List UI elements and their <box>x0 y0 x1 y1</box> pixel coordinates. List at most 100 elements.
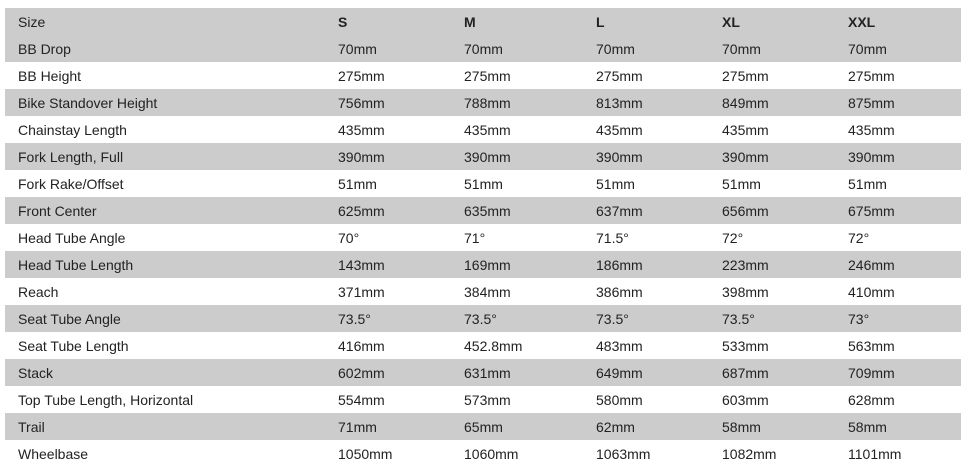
cell-m: 70mm <box>464 40 503 57</box>
row-label: Head Tube Length <box>18 256 134 273</box>
cell-m: 573mm <box>464 391 511 408</box>
header-m: M <box>464 13 476 30</box>
cell-s: 756mm <box>338 94 385 111</box>
table-row: Head Tube Length 143mm 169mm 186mm 223mm 246m… <box>5 251 961 278</box>
cell-m: 65mm <box>464 418 503 435</box>
row-label: Front Center <box>18 202 97 219</box>
cell-l: 73.5° <box>596 310 629 327</box>
cell-xxl: 73° <box>848 310 870 327</box>
cell-m: 631mm <box>464 364 511 381</box>
cell-l: 637mm <box>596 202 643 219</box>
cell-m: 51mm <box>464 175 503 192</box>
row-label: Bike Standover Height <box>18 94 158 111</box>
row-label: Top Tube Length, Horizontal <box>18 391 194 408</box>
cell-xl: 398mm <box>722 283 769 300</box>
cell-m: 275mm <box>464 67 511 84</box>
table-row: Seat Tube Length 416mm 452.8mm 483mm 533mm 56… <box>5 332 961 359</box>
row-label: Fork Rake/Offset <box>18 175 124 192</box>
header-row: Size S M L XL XXL <box>5 8 961 35</box>
cell-xxl: 70mm <box>848 40 887 57</box>
row-label: Wheelbase <box>18 445 89 462</box>
cell-m: 73.5° <box>464 310 497 327</box>
table-row: Fork Rake/Offset 51mm 51mm 51mm 51mm 51mm <box>5 170 961 197</box>
cell-xl: 687mm <box>722 364 769 381</box>
cell-m: 169mm <box>464 256 511 273</box>
table-row: Fork Length, Full 390mm 390mm 390mm 390mm 390… <box>5 143 961 170</box>
header-xl: XL <box>722 13 740 30</box>
geometry-table: Size S M L XL XXL BB Drop 70mm 70mm 70mm 70m… <box>5 8 961 467</box>
row-label: Seat Tube Angle <box>18 310 121 327</box>
row-label: Seat Tube Length <box>18 337 129 354</box>
cell-xxl: 709mm <box>848 364 895 381</box>
cell-m: 452.8mm <box>464 337 523 354</box>
table-row: BB Height 275mm 275mm 275mm 275mm 275mm <box>5 62 961 89</box>
cell-l: 390mm <box>596 148 643 165</box>
cell-s: 554mm <box>338 391 385 408</box>
cell-xxl: 435mm <box>848 121 895 138</box>
cell-s: 143mm <box>338 256 385 273</box>
cell-xl: 849mm <box>722 94 769 111</box>
cell-l: 813mm <box>596 94 643 111</box>
cell-xxl: 628mm <box>848 391 895 408</box>
cell-l: 483mm <box>596 337 643 354</box>
cell-s: 416mm <box>338 337 385 354</box>
cell-s: 435mm <box>338 121 385 138</box>
cell-l: 62mm <box>596 418 635 435</box>
table-row: Stack 602mm 631mm 649mm 687mm 709mm <box>5 359 961 386</box>
row-label: Head Tube Angle <box>18 229 126 246</box>
cell-xxl: 390mm <box>848 148 895 165</box>
row-label: BB Drop <box>18 40 71 57</box>
table-row: BB Drop 70mm 70mm 70mm 70mm 70mm <box>5 35 961 62</box>
cell-s: 51mm <box>338 175 377 192</box>
cell-m: 1060mm <box>464 445 519 462</box>
cell-xl: 435mm <box>722 121 769 138</box>
row-label: Stack <box>18 364 54 381</box>
table-row: Seat Tube Angle 73.5° 73.5° 73.5° 73.5° 73° <box>5 305 961 332</box>
table-row: Bike Standover Height 756mm 788mm 813mm 849m… <box>5 89 961 116</box>
cell-xl: 223mm <box>722 256 769 273</box>
cell-m: 384mm <box>464 283 511 300</box>
cell-xl: 275mm <box>722 67 769 84</box>
header-l: L <box>596 13 605 30</box>
table-row: Top Tube Length, Horizontal 554mm 573mm 580… <box>5 386 961 413</box>
cell-s: 275mm <box>338 67 385 84</box>
cell-m: 390mm <box>464 148 511 165</box>
cell-s: 1050mm <box>338 445 393 462</box>
cell-s: 70° <box>338 229 360 246</box>
cell-s: 71mm <box>338 418 377 435</box>
cell-xxl: 275mm <box>848 67 895 84</box>
cell-s: 602mm <box>338 364 385 381</box>
table-row: Reach 371mm 384mm 386mm 398mm 410mm <box>5 278 961 305</box>
header-s: S <box>338 13 348 30</box>
cell-xxl: 246mm <box>848 256 895 273</box>
row-label: Reach <box>18 283 59 300</box>
cell-l: 186mm <box>596 256 643 273</box>
cell-xxl: 875mm <box>848 94 895 111</box>
cell-s: 70mm <box>338 40 377 57</box>
cell-s: 73.5° <box>338 310 371 327</box>
cell-l: 386mm <box>596 283 643 300</box>
row-label: Fork Length, Full <box>18 148 124 165</box>
cell-l: 649mm <box>596 364 643 381</box>
cell-l: 580mm <box>596 391 643 408</box>
cell-l: 51mm <box>596 175 635 192</box>
cell-xxl: 58mm <box>848 418 887 435</box>
header-xxl: XXL <box>848 13 876 30</box>
table-row: Front Center 625mm 635mm 637mm 656mm 675mm <box>5 197 961 224</box>
table-row: Trail 71mm 65mm 62mm 58mm 58mm <box>5 413 961 440</box>
cell-m: 788mm <box>464 94 511 111</box>
cell-l: 1063mm <box>596 445 651 462</box>
cell-xl: 58mm <box>722 418 761 435</box>
row-label: BB Height <box>18 67 82 84</box>
cell-xxl: 563mm <box>848 337 895 354</box>
cell-xxl: 675mm <box>848 202 895 219</box>
cell-l: 275mm <box>596 67 643 84</box>
cell-xl: 70mm <box>722 40 761 57</box>
cell-s: 390mm <box>338 148 385 165</box>
cell-xl: 72° <box>722 229 744 246</box>
cell-xl: 656mm <box>722 202 769 219</box>
cell-xl: 1082mm <box>722 445 777 462</box>
cell-m: 71° <box>464 229 486 246</box>
cell-xl: 73.5° <box>722 310 755 327</box>
table-row: Chainstay Length 435mm 435mm 435mm 435mm 435m… <box>5 116 961 143</box>
